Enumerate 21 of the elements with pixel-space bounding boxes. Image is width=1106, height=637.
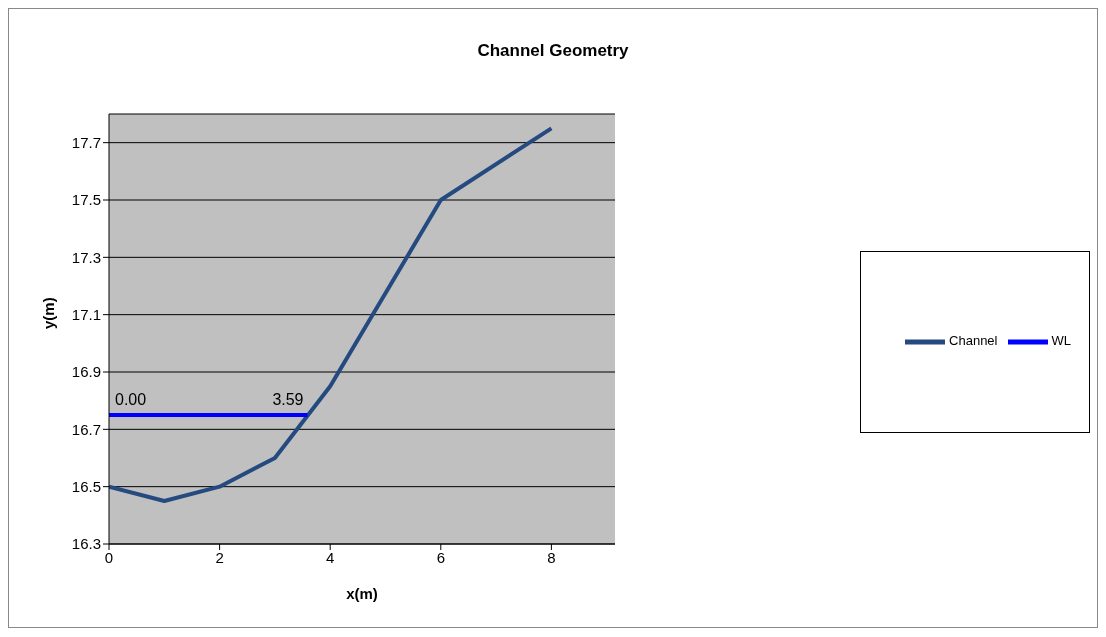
legend-label: Channel (949, 332, 998, 348)
x-axis-title: x(m) (346, 585, 378, 602)
annotation: 0.00 (115, 391, 147, 408)
y-tick-label: 16.5 (71, 477, 101, 495)
y-tick-label: 16.9 (71, 363, 101, 381)
y-tick-label: 16.3 (71, 535, 101, 553)
annotation: 3.59 (272, 391, 304, 408)
legend-label: WL (1051, 332, 1071, 348)
y-tick-label: 17.1 (71, 305, 101, 323)
x-tick-label: 0 (104, 548, 114, 566)
y-tick-label: 16.7 (71, 420, 101, 438)
y-axis-title: y(m) (40, 297, 58, 329)
x-tick-label: 2 (215, 548, 224, 566)
x-tick-label: 8 (547, 548, 556, 566)
line-series (109, 126, 554, 503)
y-tick-label: 17.5 (71, 191, 101, 209)
y-tick-label: 17.7 (71, 133, 101, 151)
x-tick-label: 6 (436, 548, 445, 566)
x-tick-label: 4 (326, 548, 335, 566)
chart-title: Channel Geometry (476, 40, 630, 60)
y-tick-label: 17.3 (71, 248, 101, 266)
